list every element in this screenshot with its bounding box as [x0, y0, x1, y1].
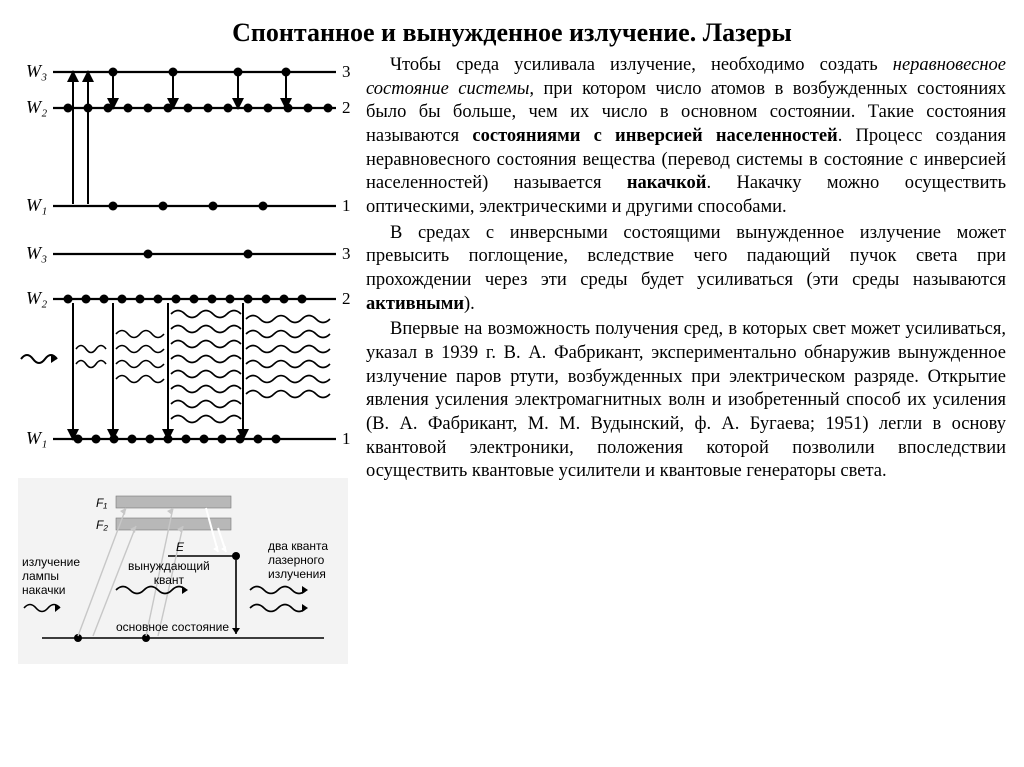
content-row: W₃ 3 W₂ 2 W₁ 1: [18, 54, 1006, 664]
stimulating-label: вынуждающий квант: [128, 560, 210, 588]
svg-text:1: 1: [342, 196, 351, 215]
paragraph-3: Впервые на возможность получения сред, в…: [366, 318, 1006, 484]
diagrams-column: W₃ 3 W₂ 2 W₁ 1: [18, 54, 358, 664]
paragraph-2: В средах с инверсными состоящими вынужде…: [366, 222, 1006, 317]
pumping-scheme-diagram: F₁ F₂ E излучение лампы накачки вынуждаю…: [18, 478, 348, 664]
text-column: Чтобы среда усиливала излучение, необход…: [366, 54, 1006, 664]
energy-level-diagram-2: W₂ 2 W₁ 1: [18, 279, 358, 464]
page-title: Спонтанное и вынужденное излучение. Лазе…: [18, 18, 1006, 48]
energy-level-diagram-1: W₃ 3 W₂ 2 W₁ 1: [18, 54, 358, 279]
svg-text:W₃: W₃: [26, 243, 47, 263]
svg-text:2: 2: [342, 98, 351, 117]
svg-text:W₂: W₂: [26, 97, 47, 117]
svg-text:1: 1: [342, 429, 351, 448]
svg-text:W₁: W₁: [26, 428, 47, 448]
svg-text:W₃: W₃: [26, 61, 47, 81]
output-label: два кванта лазерного излучения: [268, 540, 328, 581]
pump-label: излучение лампы накачки: [22, 556, 80, 597]
svg-text:3: 3: [342, 62, 351, 81]
paragraph-1: Чтобы среда усиливала излучение, необход…: [366, 54, 1006, 220]
svg-text:W₁: W₁: [26, 195, 47, 215]
svg-text:W₂: W₂: [26, 288, 47, 308]
f2-label: F₂: [96, 518, 108, 532]
e-label: E: [176, 540, 184, 554]
svg-text:2: 2: [342, 289, 351, 308]
f1-label: F₁: [96, 496, 107, 510]
ground-label: основное состояние: [116, 620, 229, 634]
svg-text:3: 3: [342, 244, 351, 263]
